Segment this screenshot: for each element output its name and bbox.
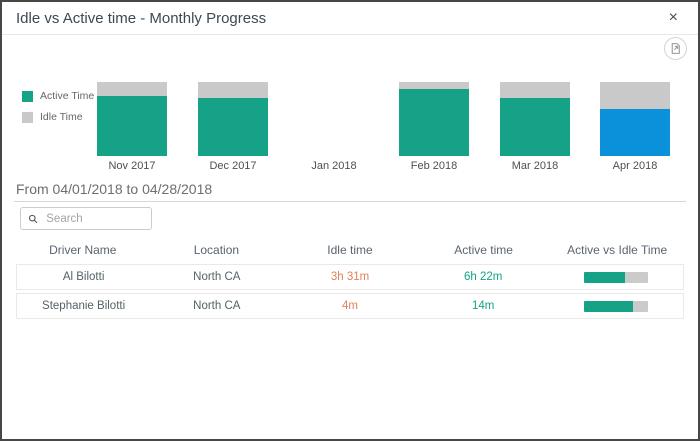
dialog-title: Idle vs Active time - Monthly Progress (16, 9, 267, 27)
chart-slot-mar-2018: Mar 2018 (500, 72, 570, 172)
bar-segment-active[interactable] (97, 96, 167, 156)
stacked-bar-nov-2017[interactable] (97, 82, 167, 156)
cell-active-vs-idle (550, 300, 683, 312)
cell-active-vs-idle (550, 271, 683, 283)
active-vs-idle-progress-bar (584, 271, 649, 283)
stacked-bar-apr-2018[interactable] (600, 82, 670, 156)
legend-item-active-time[interactable]: Active Time (22, 90, 94, 102)
column-header-idle-time: Idle time (327, 243, 373, 257)
column-header-active-time: Active time (454, 243, 513, 257)
axis-label-month: Jan 2018 (311, 160, 357, 172)
bar-segment-active[interactable] (500, 98, 570, 156)
table-row[interactable]: Stephanie Bilotti North CA 4m 14m (16, 293, 684, 319)
legend-swatch-icon (22, 90, 33, 102)
bar-segment-idle[interactable] (97, 82, 167, 96)
bar-segment-active-selected[interactable] (600, 109, 670, 156)
cell-driver-name: Stephanie Bilotti (42, 300, 126, 312)
cell-active-time: 6h 22m (464, 271, 503, 283)
cell-idle-time: 4m (342, 300, 358, 312)
period-label: From 04/01/2018 to 04/28/2018 (16, 181, 213, 197)
column-header-location: Location (193, 243, 240, 257)
cell-driver-name: Al Bilotti (62, 271, 105, 283)
bar-segment-idle[interactable] (500, 82, 570, 98)
column-header-driver-name: Driver Name (49, 243, 117, 257)
bar-segment-idle[interactable] (399, 82, 469, 89)
search-box[interactable] (20, 207, 152, 230)
search-input[interactable] (44, 211, 144, 226)
bar-segment-idle[interactable] (600, 82, 670, 109)
stacked-bar-feb-2018[interactable] (399, 82, 469, 156)
progress-fill (584, 300, 634, 312)
table-header: Driver Name Location Idle time Active time A… (16, 243, 684, 257)
stacked-bar-dec-2017[interactable] (198, 82, 268, 156)
chart-slot-apr-2018: Apr 2018 (600, 72, 670, 172)
axis-label-month: Dec 2017 (209, 160, 257, 172)
progress-fill (584, 271, 626, 283)
section-divider (14, 201, 686, 202)
stacked-bar-mar-2018[interactable] (500, 82, 570, 156)
chart-slot-feb-2018: Feb 2018 (399, 72, 469, 172)
bar-segment-active[interactable] (399, 89, 469, 156)
legend-label: Active Time (40, 90, 95, 102)
stacked-bar-chart: Active Time Idle Time Nov 2017 Dec 2017 Jan… (2, 62, 698, 172)
axis-label-month: Nov 2017 (108, 160, 156, 172)
export-button[interactable] (664, 37, 687, 60)
bar-segment-active[interactable] (198, 98, 268, 156)
titlebar: Idle vs Active time - Monthly Progress × (2, 2, 698, 35)
export-report-icon (671, 43, 680, 54)
bar-segment-idle[interactable] (198, 82, 268, 98)
active-vs-idle-progress-bar (584, 300, 649, 312)
chart-slot-dec-2017: Dec 2017 (198, 72, 268, 172)
legend-item-idle-time[interactable]: Idle Time (22, 111, 94, 123)
chart-slot-nov-2017: Nov 2017 (97, 72, 167, 172)
cell-idle-time: 3h 31m (330, 271, 370, 283)
search-icon (28, 214, 38, 223)
close-icon[interactable]: × (668, 9, 678, 26)
table-row[interactable]: Al Bilotti North CA 3h 31m 6h 22m (16, 264, 684, 290)
axis-label-month: Feb 2018 (410, 160, 458, 172)
table-body: Al Bilotti North CA 3h 31m 6h 22m Stephanie … (16, 264, 684, 322)
chart-slot-jan-2018: Jan 2018 (299, 72, 369, 172)
cell-active-time: 14m (472, 300, 495, 312)
legend-swatch-icon (22, 111, 33, 123)
chart-legend: Active Time Idle Time (22, 90, 94, 123)
legend-label: Idle Time (40, 111, 83, 123)
column-header-active-vs-idle-time: Active vs Idle Time (567, 243, 668, 257)
axis-label-month: Mar 2018 (511, 160, 559, 172)
axis-label-month: Apr 2018 (612, 160, 658, 172)
cell-location: North CA (193, 300, 241, 312)
cell-location: North CA (193, 271, 241, 283)
